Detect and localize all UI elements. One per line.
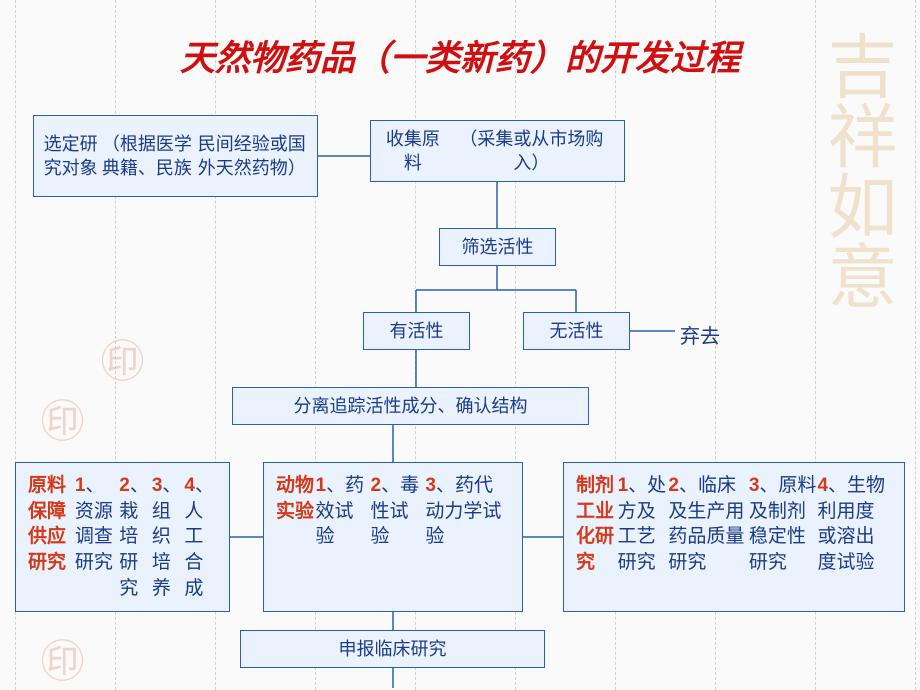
list-item: 2、栽培研究 (119, 473, 152, 601)
page-title: 天然物药品（一类新药）的开发过程 (0, 30, 920, 81)
list-item: 1、处方及工艺研究 (618, 473, 669, 576)
list-item: 3、药代动力学试验 (425, 473, 510, 550)
listbox-animal: 动物实验1、药效试验2、毒性试验3、药代动力学试验 (263, 462, 523, 612)
node-line: 收集原料 (379, 127, 447, 176)
node-line: 选定研究对象 (42, 132, 99, 181)
list-item: 1、资源调查研究 (75, 473, 119, 576)
list-item: 3、组织培养 (152, 473, 185, 601)
node-line: 民间经验或国外天然药物） (195, 132, 309, 181)
listbox-industrial: 制剂工业化研究1、处方及工艺研究2、临床及生产用药品质量研究3、原料及制剂稳定性… (563, 462, 905, 612)
decoration-seal: ㊞ (40, 400, 85, 445)
node-line: 有活性 (390, 319, 444, 343)
node-line: 无活性 (550, 319, 604, 343)
decoration-seal: ㊞ (100, 340, 145, 385)
node-screen: 筛选活性 (439, 228, 556, 266)
node-clinical: 申报临床研究 (240, 630, 545, 668)
list-item: 2、临床及生产用药品质量研究 (668, 473, 748, 576)
node-line: 分离追踪活性成分、确认结构 (294, 394, 528, 418)
node-line: （根据医学典籍、民族 (99, 132, 194, 181)
node-line: （采集或从市场购入） (447, 127, 616, 176)
node-select: 选定研究对象（根据医学典籍、民族民间经验或国外天然药物） (33, 115, 318, 197)
node-collect: 收集原料（采集或从市场购入） (370, 120, 625, 182)
decoration-seal: ㊞ (40, 640, 85, 685)
discard-label: 弃去 (680, 320, 720, 349)
list-title: 动物实验 (276, 473, 316, 524)
list-item: 3、原料及制剂稳定性研究 (749, 473, 818, 576)
node-line: 申报临床研究 (339, 637, 447, 661)
list-title: 原料保障供应研究 (28, 473, 75, 576)
node-inactive: 无活性 (523, 312, 630, 350)
list-item: 2、毒性试验 (370, 473, 425, 550)
list-item: 1、药效试验 (316, 473, 371, 550)
node-line: 筛选活性 (462, 235, 534, 259)
list-title: 制剂工业化研究 (576, 473, 618, 576)
node-isolate: 分离追踪活性成分、确认结构 (232, 387, 589, 425)
list-item: 4、生物利用度或溶出度试验 (817, 473, 892, 576)
node-active: 有活性 (363, 312, 470, 350)
grid-line (915, 0, 916, 690)
list-item: 4、人工合成 (184, 473, 217, 601)
listbox-supply: 原料保障供应研究1、资源调查研究2、栽培研究3、组织培养4、人工合成 (15, 462, 230, 612)
